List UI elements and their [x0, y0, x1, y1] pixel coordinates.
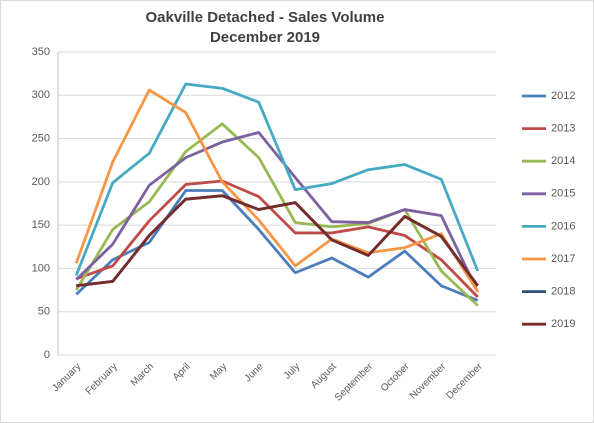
legend-label: 2016 — [551, 220, 575, 232]
y-tick-label: 300 — [32, 89, 50, 101]
series-line — [74, 82, 480, 276]
chart-title: Oakville Detached - Sales Volume — [146, 9, 385, 26]
y-tick-label: 150 — [32, 219, 50, 231]
y-tick-label: 0 — [44, 349, 50, 361]
series-line — [74, 88, 479, 293]
legend-label: 2013 — [551, 123, 575, 135]
legend-label: 2019 — [551, 318, 575, 330]
legend-label: 2017 — [551, 253, 575, 265]
legend-label: 2014 — [551, 155, 575, 167]
series-line — [75, 131, 480, 293]
legend-label: 2012 — [551, 90, 575, 102]
y-tick-label: 250 — [32, 132, 50, 144]
y-tick-label: 350 — [32, 46, 50, 58]
y-tick-label: 200 — [32, 176, 50, 188]
legend-label: 2018 — [551, 286, 575, 298]
legend-label: 2015 — [551, 188, 575, 200]
series-line — [75, 179, 479, 298]
chart-subtitle: December 2019 — [210, 29, 320, 46]
y-tick-label: 100 — [32, 262, 50, 274]
y-tick-label: 50 — [38, 306, 50, 318]
series-line — [76, 194, 479, 288]
